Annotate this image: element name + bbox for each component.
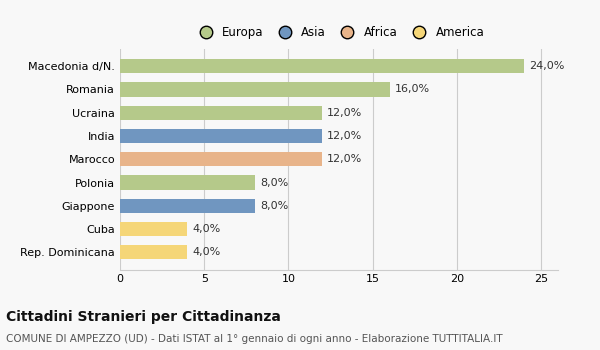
Text: 4,0%: 4,0%	[193, 224, 221, 234]
Text: 8,0%: 8,0%	[260, 177, 288, 188]
Text: COMUNE DI AMPEZZO (UD) - Dati ISTAT al 1° gennaio di ogni anno - Elaborazione TU: COMUNE DI AMPEZZO (UD) - Dati ISTAT al 1…	[6, 334, 503, 344]
Text: 4,0%: 4,0%	[193, 247, 221, 257]
Bar	[120, 198, 255, 213]
Bar	[120, 59, 524, 74]
Bar	[120, 222, 187, 236]
Text: 24,0%: 24,0%	[529, 61, 565, 71]
Text: Cittadini Stranieri per Cittadinanza: Cittadini Stranieri per Cittadinanza	[6, 310, 281, 324]
Legend: Europa, Asia, Africa, America: Europa, Asia, Africa, America	[191, 24, 487, 42]
Text: 8,0%: 8,0%	[260, 201, 288, 211]
Text: 12,0%: 12,0%	[327, 154, 362, 164]
Bar	[120, 175, 255, 190]
Text: 12,0%: 12,0%	[327, 108, 362, 118]
Bar	[120, 82, 389, 97]
Bar	[120, 152, 322, 167]
Bar	[120, 245, 187, 259]
Bar	[120, 106, 322, 120]
Text: 16,0%: 16,0%	[395, 84, 430, 94]
Text: 12,0%: 12,0%	[327, 131, 362, 141]
Bar	[120, 129, 322, 143]
